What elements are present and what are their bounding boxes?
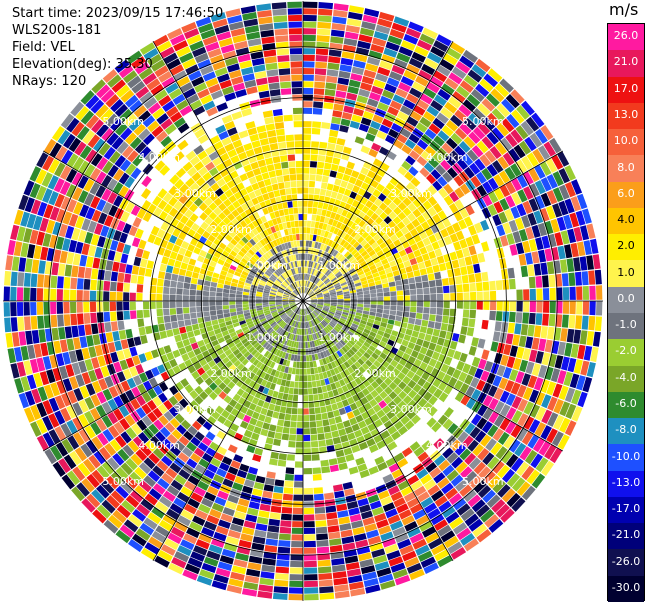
colorbar-segment — [608, 391, 644, 419]
colorbar-title: m/s — [609, 0, 639, 19]
range-ring-label: 4.00km — [426, 151, 468, 164]
colorbar-tick-label: -30.0 — [611, 580, 641, 594]
colorbar-segment — [608, 470, 644, 498]
colorbar-tick-label: -26.0 — [611, 554, 641, 568]
azimuth-spoke — [302, 40, 454, 302]
colorbar-segment — [608, 365, 644, 393]
range-ring-label: 5.00km — [462, 115, 504, 128]
colorbar-segment — [608, 418, 644, 445]
azimuth-spoke — [302, 300, 454, 561]
colorbar-tick-label: 6.0 — [617, 186, 635, 200]
colorbar-segment — [608, 24, 644, 51]
colorbar-tick-label: -4.0 — [615, 370, 637, 384]
range-ring-label: 4.00km — [138, 151, 180, 164]
colorbar-segment — [608, 575, 644, 603]
range-ring-label: 2.00km — [210, 223, 252, 236]
range-ring-label: 2.00km — [354, 223, 396, 236]
range-ring-label: 3.00km — [174, 187, 216, 200]
colorbar-segment — [608, 260, 644, 288]
range-ring-label: 2.00km — [354, 367, 396, 380]
start-time-text: Start time: 2023/09/15 17:46:50 — [12, 6, 224, 21]
station-text: WLS200s-181 — [12, 23, 102, 38]
colorbar-segment — [608, 50, 644, 78]
colorbar-tick-label: 26.0 — [613, 29, 639, 43]
colorbar-tick-label: 10.0 — [613, 134, 639, 148]
colorbar — [607, 23, 645, 603]
range-ring-label: 5.00km — [102, 475, 144, 488]
colorbar-tick-label: 4.0 — [617, 213, 635, 227]
colorbar-segment — [608, 207, 644, 235]
colorbar-tick-label: 13.0 — [613, 107, 639, 121]
azimuth-spoke — [302, 150, 563, 302]
range-ring-label: 1.00km — [246, 331, 288, 344]
colorbar-segment — [608, 155, 644, 183]
field-text: Field: VEL — [12, 40, 75, 55]
azimuth-spoke — [42, 150, 304, 302]
colorbar-segment — [608, 129, 644, 156]
range-ring-label: 1.00km — [318, 259, 360, 272]
nrays-text: NRays: 120 — [12, 74, 87, 89]
colorbar-tick-label: 21.0 — [613, 55, 639, 69]
colorbar-tick-label: -1.0 — [615, 318, 637, 332]
range-ring-label: 2.00km — [210, 367, 252, 380]
colorbar-tick-label: -6.0 — [615, 396, 637, 410]
velocity-gates — [3, 1, 603, 601]
colorbar-tick-label: 2.0 — [617, 239, 635, 253]
azimuth-spoke — [152, 40, 304, 302]
colorbar-segment — [608, 496, 644, 524]
range-ring-label: 5.00km — [462, 475, 504, 488]
azimuth-spoke — [42, 300, 304, 452]
colorbar-tick-label: -17.0 — [611, 502, 641, 516]
colorbar-segment — [608, 76, 644, 104]
colorbar-segment — [608, 234, 644, 261]
range-ring-label: 1.00km — [246, 259, 288, 272]
colorbar-tick-label: 8.0 — [617, 160, 635, 174]
range-ring-label: 1.00km — [318, 331, 360, 344]
colorbar-segment — [608, 181, 644, 209]
range-ring-label: 3.00km — [390, 187, 432, 200]
colorbar-tick-label: -10.0 — [611, 449, 641, 463]
colorbar-segment — [608, 444, 644, 472]
colorbar-tick-label: 1.0 — [617, 265, 635, 279]
colorbar-segment — [608, 286, 644, 314]
colorbar-tick-label: -8.0 — [615, 423, 637, 437]
colorbar-tick-label: -2.0 — [615, 344, 637, 358]
range-ring-label: 3.00km — [174, 403, 216, 416]
colorbar-segment — [608, 339, 644, 367]
range-ring-label: 4.00km — [426, 439, 468, 452]
azimuth-spoke — [302, 300, 563, 452]
colorbar-tick-label: -21.0 — [611, 528, 641, 542]
colorbar-segment — [608, 313, 644, 340]
range-ring-label: 5.00km — [102, 115, 144, 128]
colorbar-segment — [608, 102, 644, 130]
colorbar-tick-label: -13.0 — [611, 475, 641, 489]
range-ring-label: 4.00km — [138, 439, 180, 452]
colorbar-tick-label: 17.0 — [613, 81, 639, 95]
elevation-text: Elevation(deg): 35.30 — [12, 57, 153, 72]
colorbar-tick-label: 0.0 — [617, 291, 635, 305]
range-ring-label: 3.00km — [390, 403, 432, 416]
colorbar-segment — [608, 549, 644, 577]
colorbar-segment — [608, 523, 644, 550]
scan-info: Start time: 2023/09/15 17:46:50 WLS200s-… — [12, 5, 223, 90]
azimuth-spoke — [152, 300, 304, 561]
